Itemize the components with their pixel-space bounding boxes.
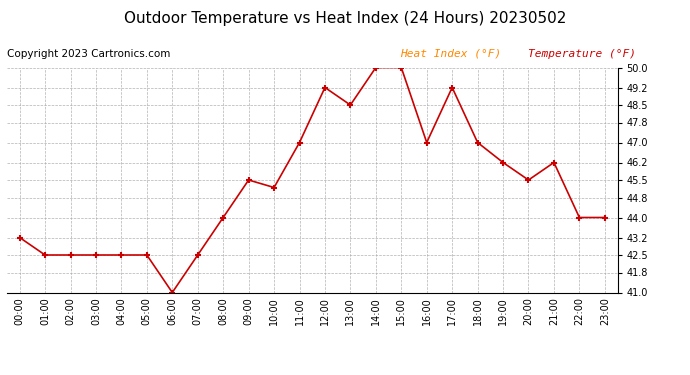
Text: Heat Index (°F): Heat Index (°F) bbox=[400, 49, 502, 59]
Text: Copyright 2023 Cartronics.com: Copyright 2023 Cartronics.com bbox=[7, 49, 170, 59]
Text: Temperature (°F): Temperature (°F) bbox=[528, 49, 636, 59]
Text: Outdoor Temperature vs Heat Index (24 Hours) 20230502: Outdoor Temperature vs Heat Index (24 Ho… bbox=[124, 11, 566, 26]
